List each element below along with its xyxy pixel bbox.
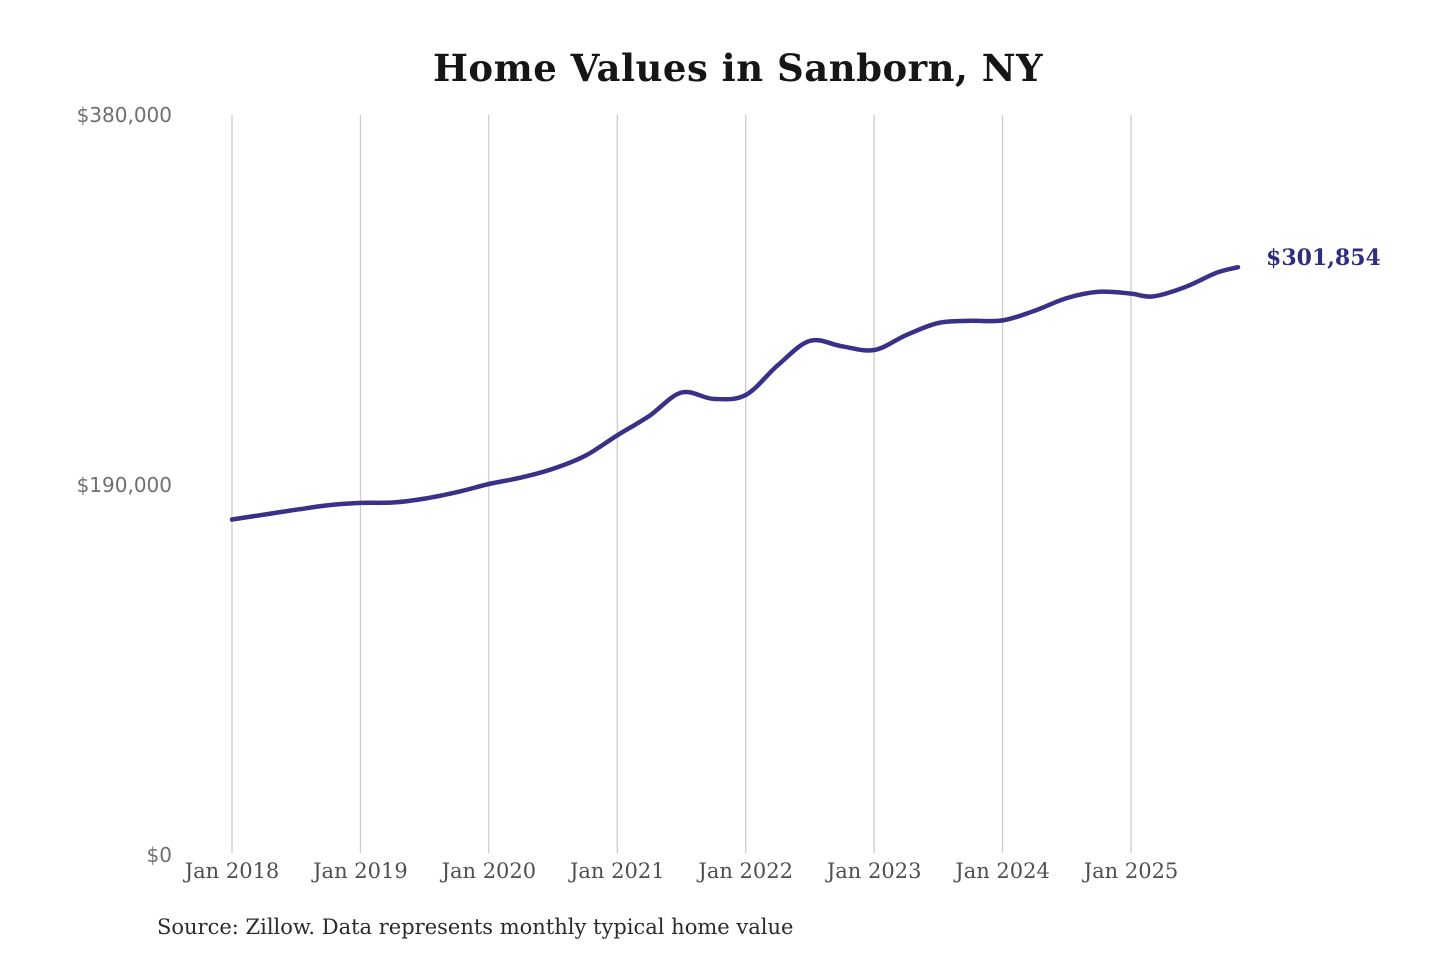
source-note: Source: Zillow. Data represents monthly … [157, 915, 794, 939]
x-axis-label: Jan 2022 [698, 859, 794, 883]
x-axis-label: Jan 2023 [826, 859, 922, 883]
y-axis-label: $0 [146, 843, 172, 867]
x-axis-label: Jan 2019 [313, 859, 408, 883]
y-axis-label: $380,000 [76, 103, 172, 127]
x-axis-label: Jan 2024 [955, 859, 1050, 883]
gridlines-group [231, 115, 1132, 853]
y-axis-label: $190,000 [76, 473, 172, 497]
x-axis-label: Jan 2018 [184, 859, 280, 883]
x-axis-label: Jan 2021 [569, 859, 665, 883]
x-axis-label: Jan 2025 [1083, 859, 1179, 883]
end-value-label: $301,854 [1266, 245, 1381, 272]
home-value-line [229, 264, 1241, 522]
x-axis-label: Jan 2020 [441, 859, 537, 883]
chart-title: Home Values in Sanborn, NY [432, 46, 1044, 90]
